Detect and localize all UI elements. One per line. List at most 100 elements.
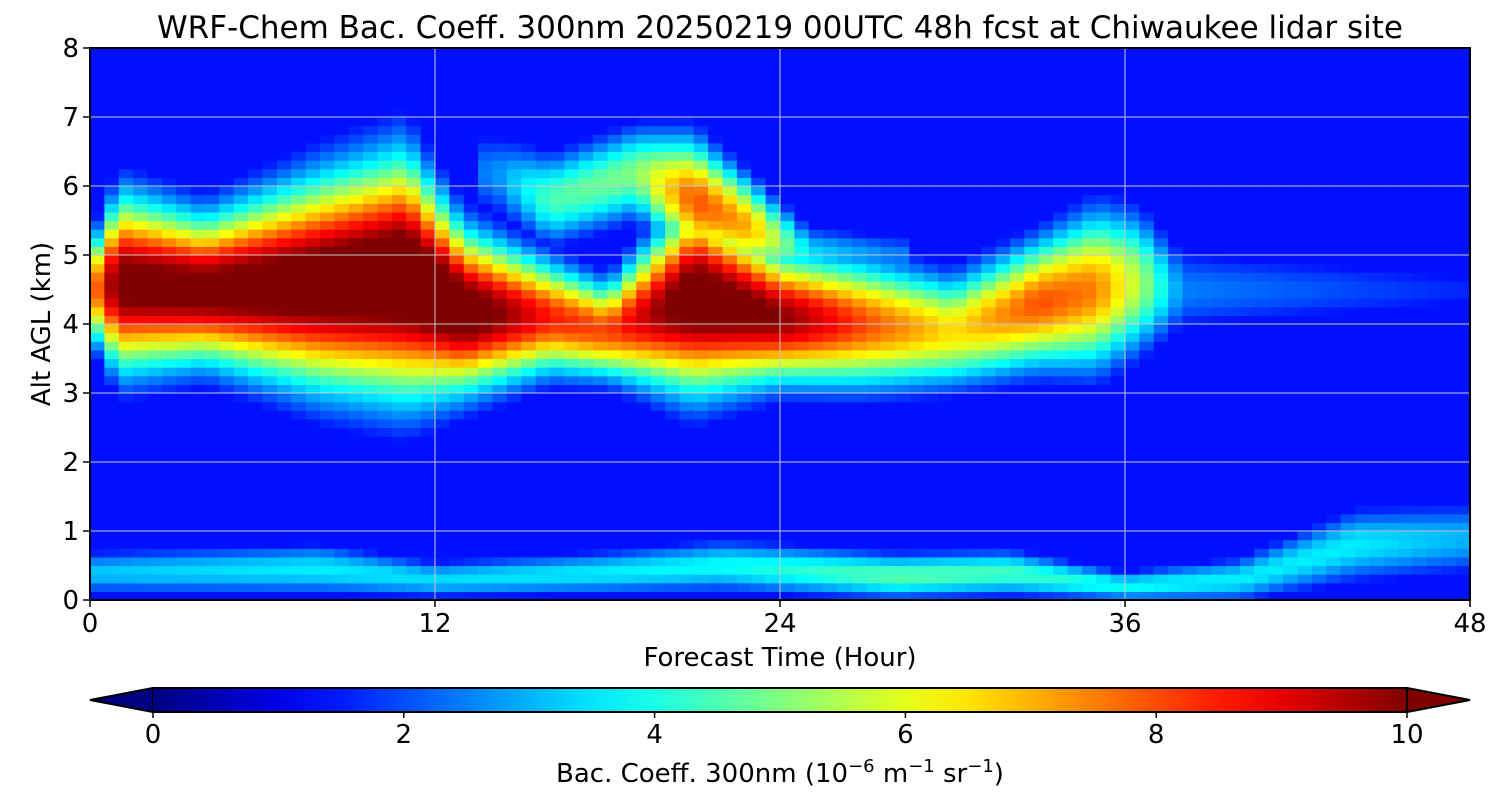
heatmap-cell [837,548,853,558]
heatmap-cell [377,444,393,454]
heatmap-cell [851,108,867,118]
heatmap-cell [90,108,105,118]
heatmap-cell [909,91,925,101]
heatmap-cell [449,410,465,420]
heatmap-cell [334,453,350,463]
heatmap-cell [621,444,637,454]
heatmap-cell [636,160,652,170]
heatmap-cell [492,194,508,204]
heatmap-cell [1010,99,1025,109]
heatmap-cell [966,505,982,515]
heatmap-cell [923,401,939,411]
heatmap-cell [348,427,364,437]
heatmap-cell [492,142,508,153]
heatmap-cell [1067,91,1083,101]
heatmap-cell [895,487,910,498]
heatmap-cell [981,358,997,368]
heatmap-cell [492,574,508,584]
heatmap-cell [205,548,220,558]
heatmap-cell [1096,453,1112,463]
heatmap-cell [665,211,680,222]
heatmap-cell [780,358,795,368]
heatmap-cell [621,453,637,463]
heatmap-cell [995,556,1011,567]
heatmap-cell [923,496,939,506]
heatmap-cell [794,289,810,299]
heatmap-cell [693,582,709,592]
heatmap-cell [1110,349,1126,360]
heatmap-cell [780,565,795,575]
heatmap-cell [478,194,494,204]
heatmap-cell [391,272,407,282]
heatmap-cell [1182,358,1198,368]
heatmap-cell [147,125,163,135]
heatmap-cell [492,513,508,523]
heatmap-cell [291,298,307,308]
heatmap-cell [90,565,105,575]
heatmap-cell [406,211,422,222]
heatmap-cell [693,444,709,454]
heatmap-cell [478,99,494,109]
heatmap-cell [391,177,407,187]
heatmap-cell [133,487,149,498]
heatmap-cell [1139,531,1155,541]
heatmap-cell [276,289,292,299]
heatmap-cell [751,479,767,489]
heatmap-cell [952,108,968,118]
heatmap-cell [90,99,105,109]
heatmap-cell [708,56,724,66]
heatmap-cell [1153,513,1169,523]
heatmap-cell [722,539,738,549]
heatmap-cell [1168,470,1184,480]
heatmap-cell [463,375,479,385]
heatmap-cell [923,48,939,58]
heatmap-cell [1182,229,1198,239]
heatmap-cell [535,462,551,472]
heatmap-cell [348,272,364,282]
heatmap-cell [708,436,724,446]
heatmap-cell [1081,194,1097,204]
heatmap-cell [851,82,867,92]
heatmap-cell [205,539,220,549]
heatmap-cell [391,229,407,239]
heatmap-cell [1096,211,1112,222]
heatmap-cell [1067,470,1083,480]
heatmap-cell [449,73,465,84]
heatmap-cell [895,444,910,454]
heatmap-cell [636,117,652,127]
heatmap-cell [636,349,652,360]
heatmap-cell [463,289,479,299]
heatmap-cell [1196,315,1212,325]
heatmap-cell [406,436,422,446]
heatmap-cell [665,272,680,282]
heatmap-cell [492,246,508,256]
heatmap-cell [665,393,680,403]
heatmap-cell [248,436,264,446]
heatmap-cell [363,73,379,84]
heatmap-cell [837,565,853,575]
heatmap-cell [391,513,407,523]
heatmap-cell [621,324,637,334]
heatmap-cell [1053,367,1069,377]
heatmap-cell [780,531,795,541]
heatmap-cell [219,315,235,325]
heatmap-cell [90,444,105,454]
heatmap-cell [363,117,379,127]
heatmap-cell [593,117,609,127]
heatmap-cell [823,82,839,92]
heatmap-cell [923,591,939,600]
heatmap-cell [435,349,450,360]
heatmap-cell [435,574,450,584]
heatmap-cell [751,548,767,558]
heatmap-cell [1096,324,1112,334]
heatmap-cell [219,177,235,187]
heatmap-cell [492,496,508,506]
heatmap-cell [636,470,652,480]
heatmap-cell [808,99,824,109]
heatmap-cell [981,315,997,325]
heatmap-cell [1024,255,1040,265]
heatmap-cell [780,324,795,334]
heatmap-cell [1038,263,1054,273]
heatmap-cell [736,358,752,368]
heatmap-cell [1081,315,1097,325]
